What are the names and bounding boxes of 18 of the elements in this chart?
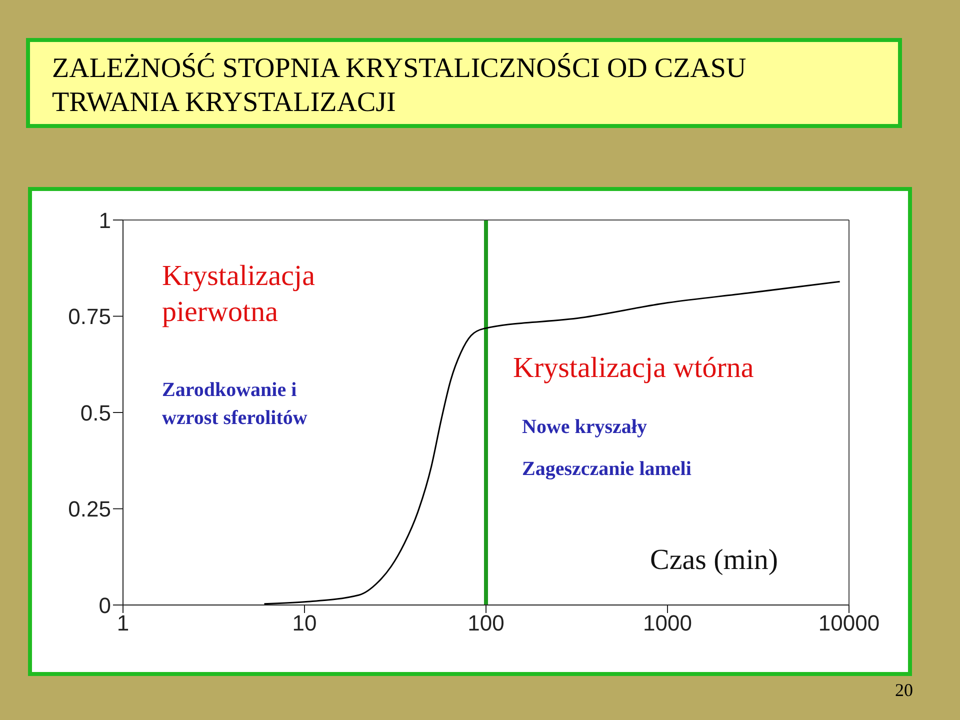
x-tick-label: 1: [116, 610, 130, 636]
annotation: Zarodkowanie i wzrost sferolitów: [162, 378, 308, 431]
x-tick-label: 10000: [818, 610, 880, 636]
annotation: Krystalizacja pierwotna: [162, 259, 316, 330]
annotation: Zageszczanie lameli: [522, 458, 692, 481]
y-tick-label: 0: [98, 592, 111, 618]
y-tick-label: 0.75: [68, 304, 111, 330]
x-tick-label: 10: [292, 610, 317, 636]
y-tick-label: 1: [98, 208, 111, 233]
annotation: Nowe kryszały: [522, 416, 648, 439]
x-tick-label: 100: [468, 610, 504, 636]
text: 20: [895, 680, 914, 701]
x-tick-label: 1000: [643, 610, 692, 636]
annotation: Krystalizacja wtórna: [513, 352, 755, 385]
y-tick-label: 0.5: [80, 400, 111, 426]
chart-title: ZALEŻNOŚĆ STOPNIA KRYSTALICZNOŚCI OD CZASU TRWANIA KRYSTALIZACJI: [26, 38, 902, 128]
y-tick-label: 0.25: [68, 496, 111, 522]
x-axis-title: Czas (min): [650, 544, 778, 577]
